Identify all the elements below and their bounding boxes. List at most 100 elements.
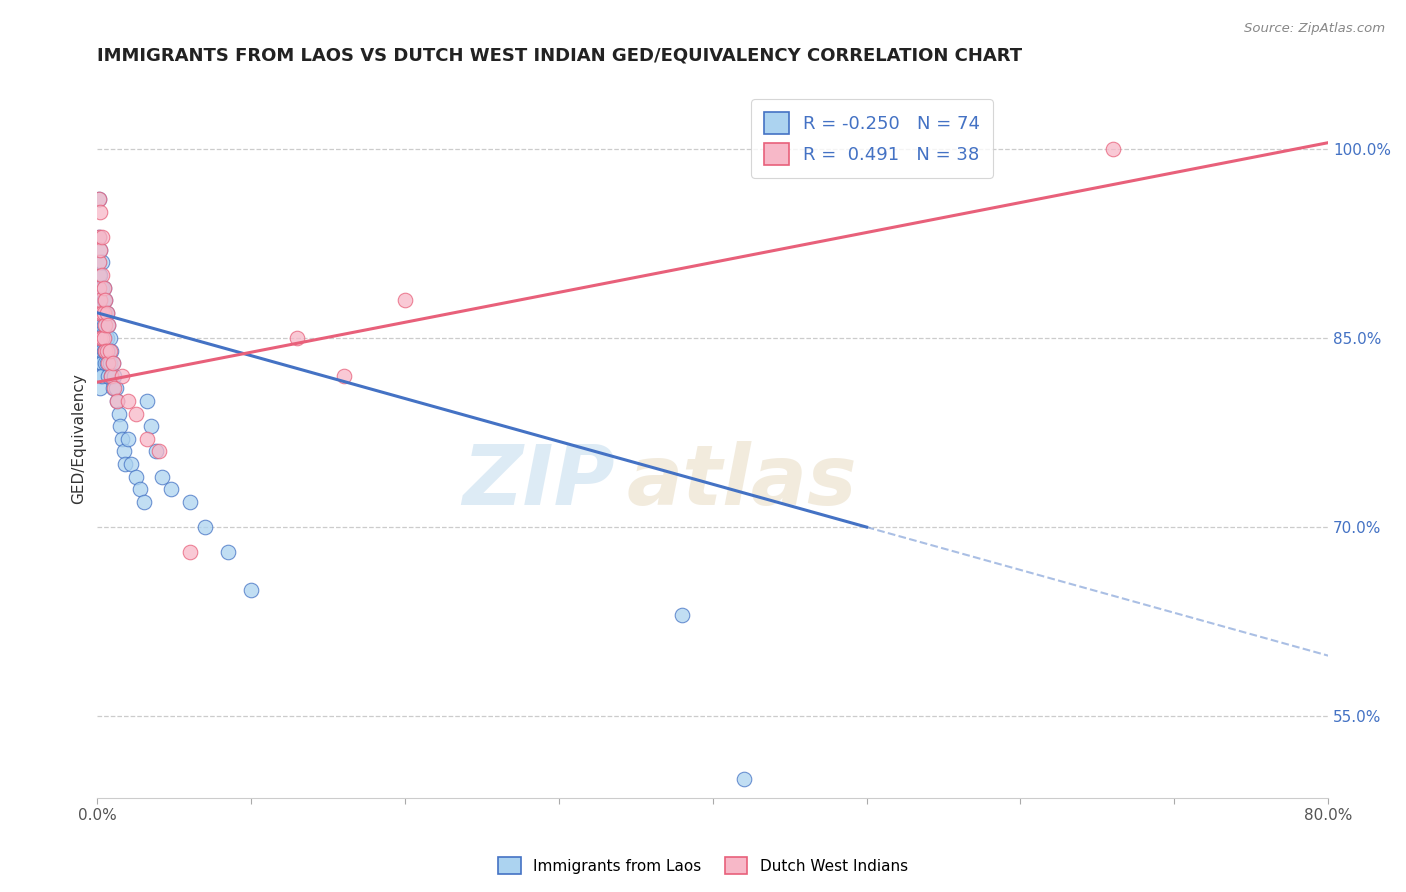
Point <box>94 356 117 370</box>
Point <box>91 306 114 320</box>
Point <box>87 193 110 207</box>
Point <box>91 343 114 358</box>
Legend: Immigrants from Laos, Dutch West Indians: Immigrants from Laos, Dutch West Indians <box>492 851 914 880</box>
Point <box>93 306 115 320</box>
Point <box>145 444 167 458</box>
Point <box>89 293 111 308</box>
Point <box>87 306 110 320</box>
Point <box>87 268 110 282</box>
Point <box>100 368 122 383</box>
Point <box>89 243 111 257</box>
Point <box>87 356 110 370</box>
Point <box>91 306 114 320</box>
Point <box>91 268 114 282</box>
Point <box>89 205 111 219</box>
Point <box>94 293 117 308</box>
Point <box>111 368 134 383</box>
Point <box>120 457 142 471</box>
Text: Source: ZipAtlas.com: Source: ZipAtlas.com <box>1244 22 1385 36</box>
Point <box>332 368 354 383</box>
Point <box>125 469 148 483</box>
Point <box>87 293 110 308</box>
Point <box>89 243 111 257</box>
Point <box>94 318 117 333</box>
Point <box>93 318 115 333</box>
Point <box>114 457 136 471</box>
Point <box>194 520 217 534</box>
Point <box>91 230 114 244</box>
Point <box>87 331 110 345</box>
Point <box>150 469 173 483</box>
Point <box>89 306 111 320</box>
Point <box>671 608 693 623</box>
Point <box>89 268 111 282</box>
Point <box>94 293 117 308</box>
Point <box>100 368 122 383</box>
Point <box>141 419 163 434</box>
Point <box>87 306 110 320</box>
Point <box>148 444 170 458</box>
Point <box>87 255 110 269</box>
Point <box>104 381 127 395</box>
Point <box>160 483 183 497</box>
Point <box>285 331 308 345</box>
Point <box>394 293 416 308</box>
Point <box>93 331 115 345</box>
Point <box>179 495 201 509</box>
Point <box>89 343 111 358</box>
Point <box>179 545 201 559</box>
Point <box>94 343 117 358</box>
Point <box>98 331 121 345</box>
Point <box>98 356 121 370</box>
Point <box>93 331 115 345</box>
Point <box>105 394 128 409</box>
Point <box>89 293 111 308</box>
Point <box>87 255 110 269</box>
Point <box>87 230 110 244</box>
Point <box>240 583 263 598</box>
Point <box>98 343 121 358</box>
Point <box>110 419 132 434</box>
Point <box>91 280 114 294</box>
Point <box>91 356 114 370</box>
Point <box>87 343 110 358</box>
Point <box>97 368 120 383</box>
Point <box>129 483 152 497</box>
Point <box>97 318 120 333</box>
Point <box>89 381 111 395</box>
Point <box>94 331 117 345</box>
Point <box>97 318 120 333</box>
Point <box>96 343 118 358</box>
Point <box>117 432 139 446</box>
Point <box>91 318 114 333</box>
Point <box>96 331 118 345</box>
Point <box>108 407 131 421</box>
Point <box>103 381 125 395</box>
Point <box>93 280 115 294</box>
Point <box>89 318 111 333</box>
Legend: R = -0.250   N = 74, R =  0.491   N = 38: R = -0.250 N = 74, R = 0.491 N = 38 <box>751 100 993 178</box>
Point <box>89 356 111 370</box>
Point <box>101 356 124 370</box>
Point <box>112 444 135 458</box>
Point <box>96 306 118 320</box>
Point <box>111 432 134 446</box>
Point <box>103 368 125 383</box>
Point <box>96 306 118 320</box>
Point <box>100 343 122 358</box>
Point <box>89 331 111 345</box>
Point <box>93 343 115 358</box>
Point <box>96 356 118 370</box>
Point <box>93 293 115 308</box>
Point <box>132 495 155 509</box>
Point <box>135 432 157 446</box>
Point <box>117 394 139 409</box>
Point <box>94 343 117 358</box>
Point <box>135 394 157 409</box>
Point <box>91 331 114 345</box>
Point <box>733 772 755 786</box>
Text: atlas: atlas <box>627 442 858 523</box>
Point <box>87 280 110 294</box>
Point <box>1101 142 1123 156</box>
Point <box>87 230 110 244</box>
